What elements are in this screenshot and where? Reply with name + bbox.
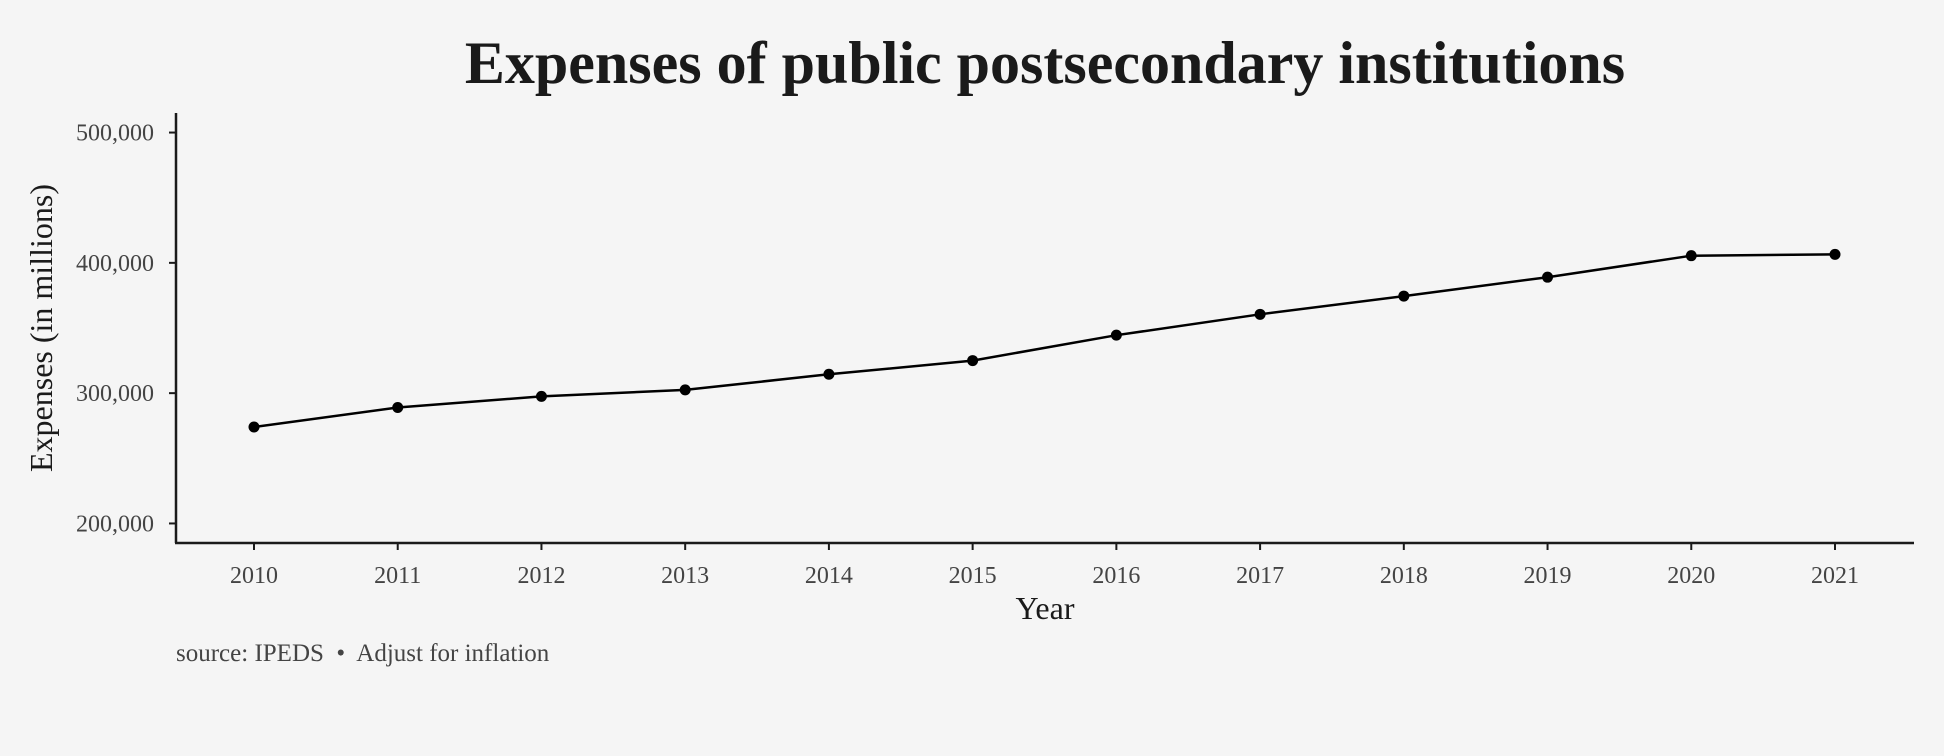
- y-axis-ticks: 200,000 300,000 400,000 500,000: [76, 121, 176, 537]
- data-point: [535, 390, 547, 402]
- source-caption: source: IPEDS • Adjust for inflation: [176, 640, 550, 667]
- data-point: [1110, 329, 1122, 341]
- x-tick-label: 2019: [1524, 563, 1572, 589]
- x-tick-label: 2015: [949, 563, 997, 589]
- y-tick-label: 400,000: [76, 251, 154, 277]
- x-tick-label: 2014: [805, 563, 853, 589]
- y-axis-title: Expenses (in millions): [23, 184, 59, 472]
- chart-title: Expenses of public postsecondary institu…: [465, 30, 1625, 96]
- x-tick-label: 2017: [1236, 563, 1284, 589]
- data-point: [248, 421, 260, 433]
- x-tick-label: 2020: [1667, 563, 1715, 589]
- x-tick-label: 2010: [230, 563, 278, 589]
- x-tick-label: 2013: [661, 563, 709, 589]
- y-tick-label: 500,000: [76, 121, 154, 147]
- x-axis-ticks: 2010 2011 2012 2013 2014 2015 2016 2017 2018 2019…: [230, 543, 1859, 589]
- data-point: [1685, 250, 1697, 262]
- x-tick-label: 2012: [517, 563, 565, 589]
- series-group: [248, 248, 1841, 433]
- x-tick-label: 2011: [374, 563, 421, 589]
- x-tick-label: 2021: [1811, 563, 1859, 589]
- data-point: [679, 384, 691, 396]
- data-point: [392, 401, 404, 413]
- data-point: [967, 355, 979, 367]
- data-point: [1398, 290, 1410, 302]
- y-tick-label: 200,000: [76, 511, 154, 537]
- series-line: [253, 253, 1836, 429]
- data-point: [1542, 271, 1554, 283]
- x-tick-label: 2016: [1092, 563, 1140, 589]
- data-point: [1254, 308, 1266, 320]
- y-tick-label: 300,000: [76, 381, 154, 407]
- x-axis-title: Year: [1016, 590, 1075, 626]
- data-point: [823, 368, 835, 380]
- data-point: [1829, 248, 1841, 260]
- x-tick-label: 2018: [1380, 563, 1428, 589]
